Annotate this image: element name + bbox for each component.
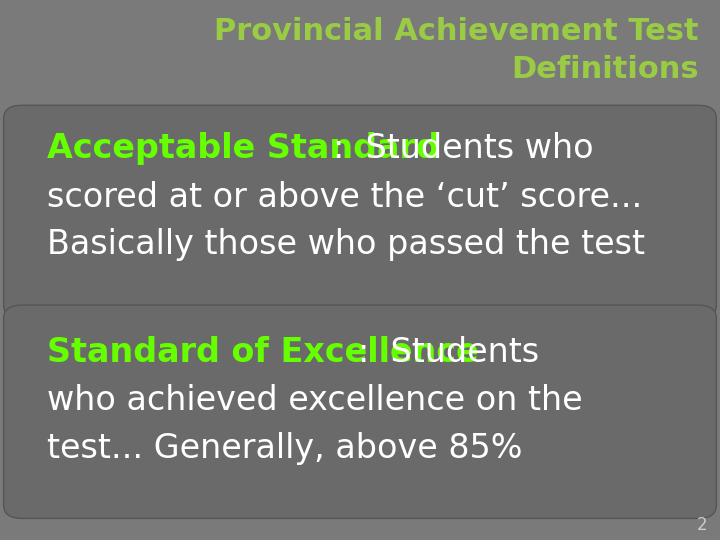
- Text: :  Students who: : Students who: [333, 132, 593, 165]
- Text: test... Generally, above 85%: test... Generally, above 85%: [47, 431, 522, 465]
- Text: :  Students: : Students: [358, 335, 539, 369]
- Text: Acceptable Standard: Acceptable Standard: [47, 132, 439, 165]
- Text: who achieved excellence on the: who achieved excellence on the: [47, 384, 582, 417]
- Text: Standard of Excellence: Standard of Excellence: [47, 335, 479, 369]
- Text: Definitions: Definitions: [510, 55, 698, 84]
- Text: Provincial Achievement Test: Provincial Achievement Test: [214, 17, 698, 46]
- Text: 2: 2: [696, 516, 707, 534]
- FancyBboxPatch shape: [4, 305, 716, 518]
- Text: scored at or above the ‘cut’ score...: scored at or above the ‘cut’ score...: [47, 180, 642, 214]
- Text: Basically those who passed the test: Basically those who passed the test: [47, 227, 645, 261]
- FancyBboxPatch shape: [4, 105, 716, 319]
